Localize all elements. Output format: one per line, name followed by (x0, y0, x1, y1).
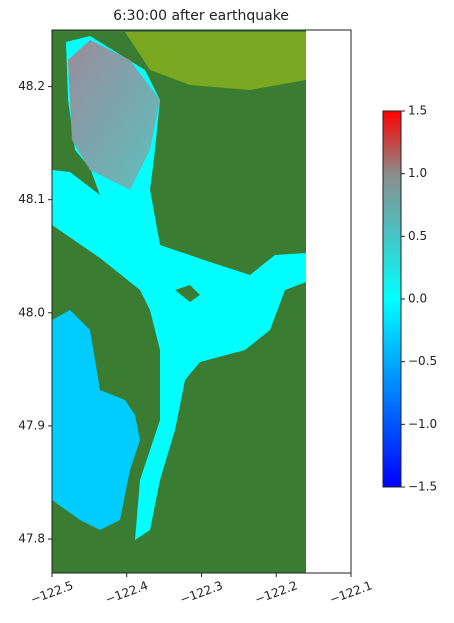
colorbar-tick-label: 0.5 (408, 229, 427, 243)
colorbar (382, 110, 402, 488)
y-tick-label: 47.9 (18, 418, 45, 432)
island (175, 285, 200, 302)
colorbar-tick-label: −1.5 (408, 480, 437, 494)
colorbar-tick-label: 0.0 (408, 292, 427, 306)
map (51, 29, 352, 574)
water (52, 310, 140, 530)
x-tick-label: −122.3 (178, 578, 225, 606)
shallow (125, 32, 306, 90)
colorbar-tick-label: −0.5 (408, 354, 437, 368)
x-tick-label: −122.1 (328, 578, 375, 606)
y-tick-label: 48.1 (18, 192, 45, 206)
colorbar-tick-label: −1.0 (408, 417, 437, 431)
x-tick-label: −122.2 (253, 578, 300, 606)
water (68, 40, 160, 190)
chart-title: 6:30:00 after earthquake (113, 8, 289, 24)
colorbar-tick-label: 1.0 (408, 166, 427, 180)
x-tick-label: −122.5 (29, 578, 76, 606)
y-tick-label: 47.8 (18, 532, 45, 546)
x-tick-label: −122.4 (103, 578, 150, 606)
y-tick-label: 48.0 (18, 305, 45, 319)
y-tick-label: 48.2 (18, 79, 45, 93)
colorbar-tick-label: 1.5 (408, 104, 427, 118)
